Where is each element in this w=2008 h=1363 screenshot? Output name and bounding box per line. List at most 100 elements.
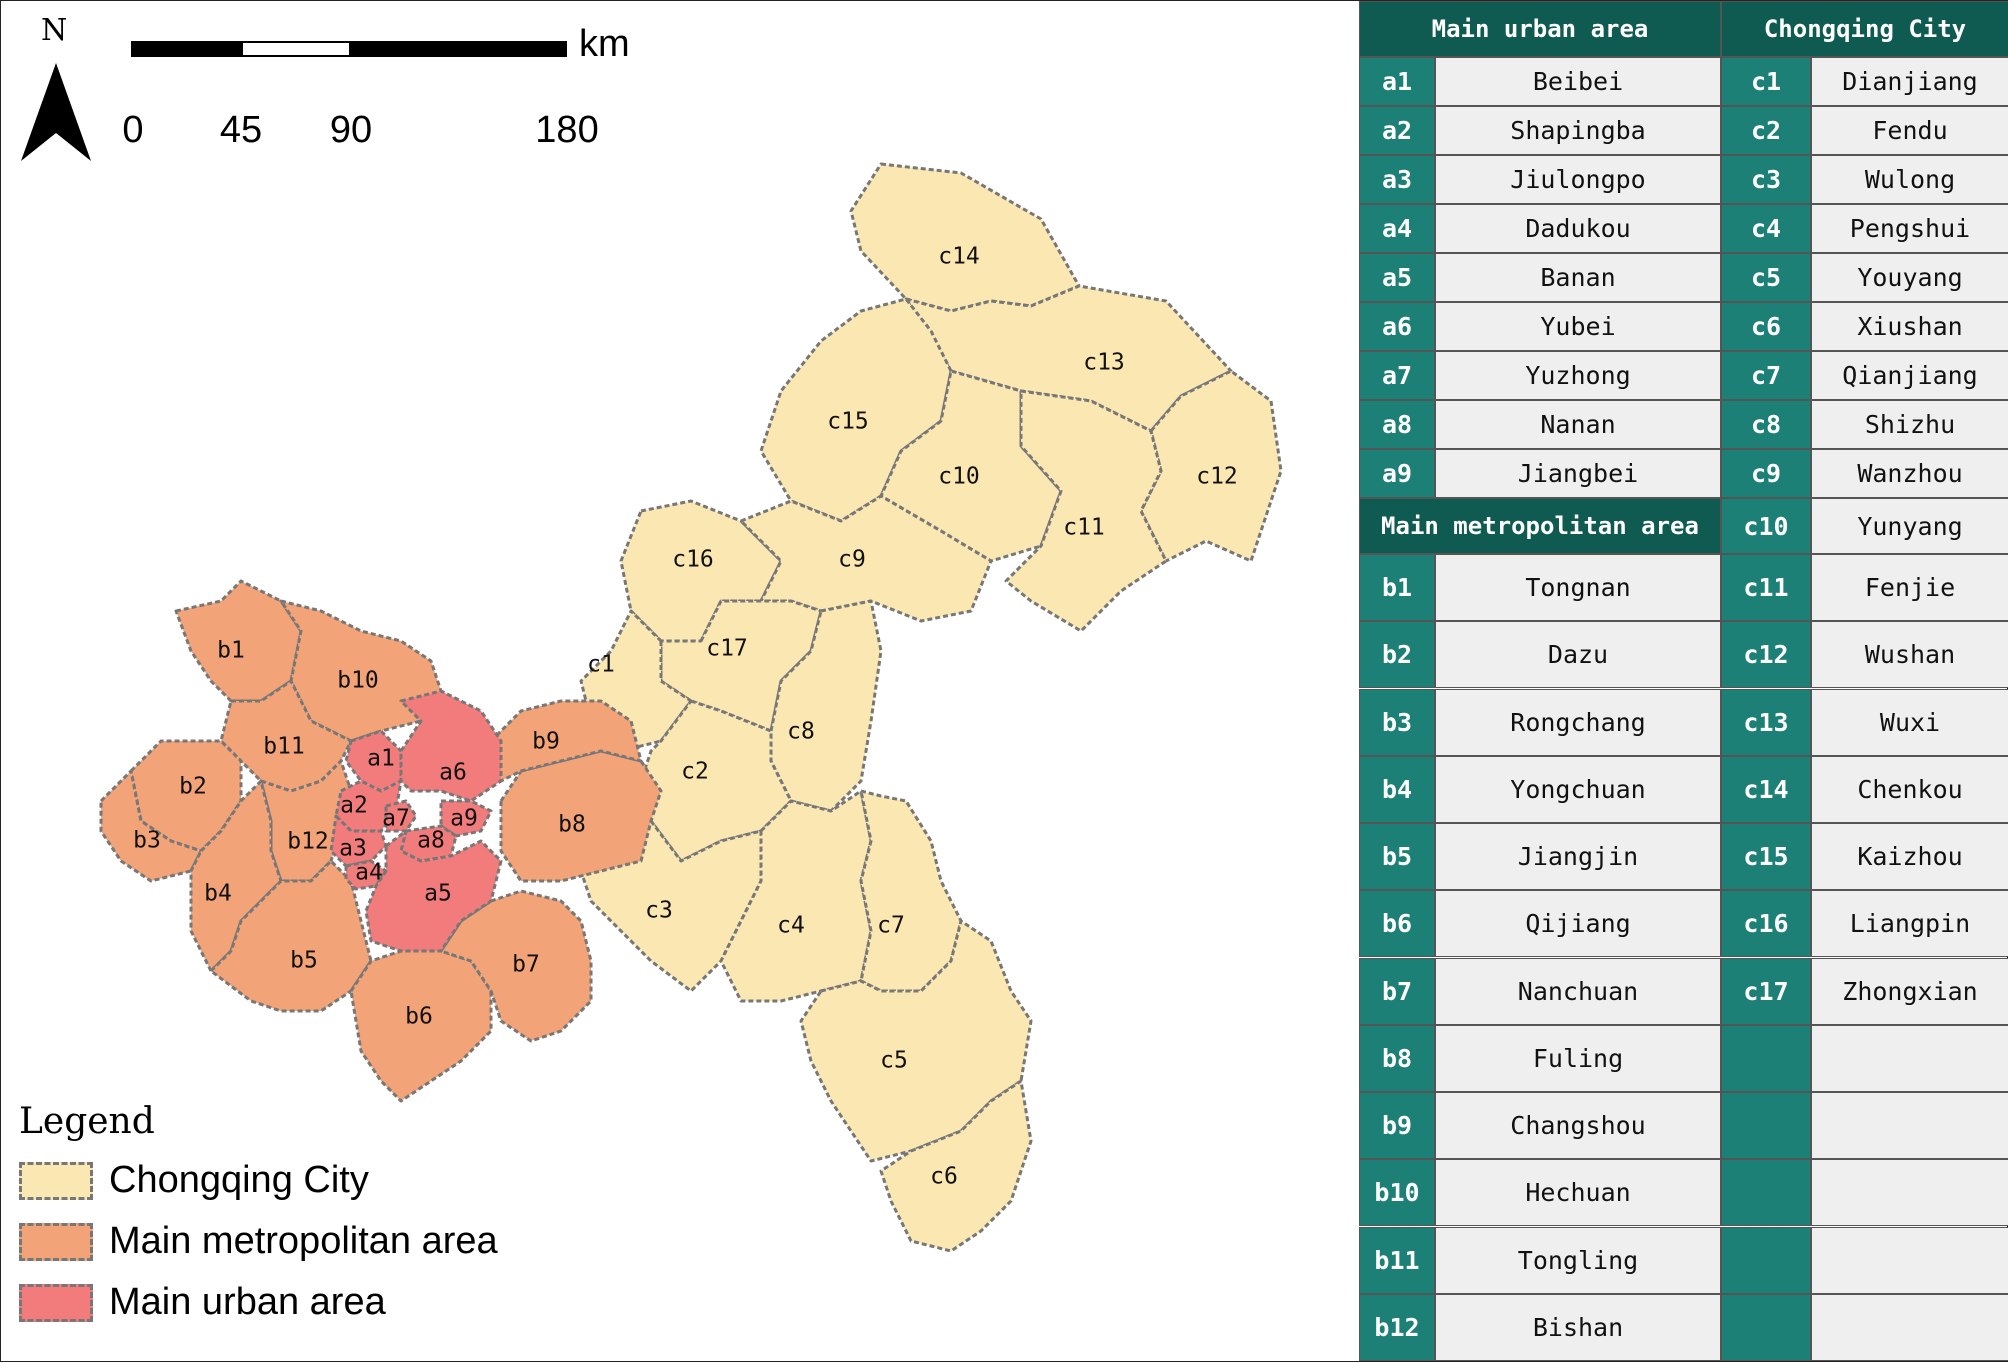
chongqing-name-cell: Wushan	[1811, 621, 2008, 688]
empty-name-cell	[1811, 1025, 2008, 1092]
chongqing-name-cell: Youyang	[1811, 253, 2008, 302]
metropolitan-name-cell: Fuling	[1435, 1025, 1721, 1092]
urban-name-cell: Shapingba	[1435, 106, 1721, 155]
north-label: N	[41, 13, 68, 48]
district-label-c7: c7	[877, 913, 905, 939]
district-label-c8: c8	[787, 719, 815, 745]
district-label-a5: a5	[424, 881, 452, 907]
district-table: Main urban area Chongqing City a1 Beibei a2 S…	[1359, 1, 2008, 1363]
chongqing-name-cell: Shizhu	[1811, 400, 2008, 449]
chongqing-name-cell: Wanzhou	[1811, 449, 2008, 498]
district-label-b3: b3	[133, 828, 161, 854]
scale-tick-label: 45	[219, 109, 263, 151]
scale-tick-label: 90	[329, 109, 373, 151]
district-label-a4: a4	[355, 860, 383, 886]
district-label-c13: c13	[1083, 350, 1125, 376]
urban-id-cell: a9	[1359, 449, 1435, 498]
district-c16	[619, 499, 783, 643]
empty-id-cell	[1721, 1227, 1811, 1294]
urban-header: Main urban area	[1359, 1, 1721, 57]
chongqing-id-cell: c14	[1721, 756, 1811, 823]
district-c15	[759, 297, 953, 523]
legend-label: Main metropolitan area	[109, 1220, 498, 1262]
district-a1	[344, 729, 403, 793]
metropolitan-id-cell: b4	[1359, 756, 1435, 823]
chongqing-id-cell: c12	[1721, 621, 1811, 688]
chongqing-id-cell: c8	[1721, 400, 1811, 449]
chongqing-header: Chongqing City	[1721, 1, 2008, 57]
chongqing-id-cell: c13	[1721, 689, 1811, 756]
district-label-c17: c17	[706, 636, 748, 662]
scale-tick-label: 0	[122, 109, 144, 151]
chongqing-id-cell: c15	[1721, 823, 1811, 890]
chongqing-name-cell: Pengshui	[1811, 204, 2008, 253]
chongqing-id-cell: c1	[1721, 57, 1811, 106]
empty-id-cell	[1721, 1092, 1811, 1159]
legend-item: Chongqing City	[19, 1150, 498, 1211]
chongqing-name-cell: Fendu	[1811, 106, 2008, 155]
district-label-c2: c2	[681, 759, 709, 785]
legend-swatch	[19, 1161, 93, 1200]
district-label-b6: b6	[405, 1004, 433, 1030]
urban-id-cell: a3	[1359, 155, 1435, 204]
urban-id-cell: a7	[1359, 351, 1435, 400]
chongqing-id-cell: c11	[1721, 554, 1811, 621]
district-label-b10: b10	[337, 668, 379, 694]
district-label-c3: c3	[645, 898, 673, 924]
urban-id-cell: a2	[1359, 106, 1435, 155]
chongqing-id-cell: c9	[1721, 449, 1811, 498]
legend-label: Main urban area	[109, 1281, 386, 1323]
district-label-a1: a1	[367, 746, 395, 772]
metropolitan-id-cell: b6	[1359, 890, 1435, 957]
district-c7	[859, 789, 963, 993]
chongqing-id-cell: c7	[1721, 351, 1811, 400]
chongqing-id-cell: c16	[1721, 890, 1811, 957]
district-label-a9: a9	[450, 806, 478, 832]
district-label-c4: c4	[777, 913, 805, 939]
district-label-b4: b4	[204, 881, 232, 907]
empty-id-cell	[1721, 1025, 1811, 1092]
metropolitan-id-cell: b12	[1359, 1294, 1435, 1361]
district-label-c11: c11	[1063, 515, 1105, 541]
legend-item: Main urban area	[19, 1272, 498, 1333]
district-label-b5: b5	[290, 948, 318, 974]
north-arrow-icon	[21, 63, 91, 161]
chongqing-id-cell: c5	[1721, 253, 1811, 302]
district-label-b11: b11	[263, 734, 305, 760]
chongqing-name-cell: Wuxi	[1811, 689, 2008, 756]
district-label-c15: c15	[827, 409, 869, 435]
district-label-b7: b7	[512, 952, 540, 978]
district-b1	[174, 579, 303, 703]
urban-id-cell: a5	[1359, 253, 1435, 302]
district-c5	[799, 919, 1033, 1163]
chongqing-id-cell: c4	[1721, 204, 1811, 253]
district-c11	[1004, 389, 1168, 633]
chongqing-id-cell: c6	[1721, 302, 1811, 351]
metropolitan-name-cell: Hechuan	[1435, 1159, 1721, 1226]
urban-name-cell: Banan	[1435, 253, 1721, 302]
metropolitan-name-cell: Yongchuan	[1435, 756, 1721, 823]
urban-name-cell: Nanan	[1435, 400, 1721, 449]
empty-name-cell	[1811, 1294, 2008, 1361]
metropolitan-name-cell: Bishan	[1435, 1294, 1721, 1361]
scale-unit-label: km	[579, 23, 630, 65]
empty-name-cell	[1811, 1227, 2008, 1294]
empty-name-cell	[1811, 1159, 2008, 1226]
legend-item: Main metropolitan area	[19, 1211, 498, 1272]
district-label-c14: c14	[938, 244, 980, 270]
metropolitan-id-cell: b3	[1359, 689, 1435, 756]
chongqing-id-cell: c3	[1721, 155, 1811, 204]
metropolitan-id-cell: b1	[1359, 554, 1435, 621]
map-panel: a1 a2 a3 a4 a5 a6 a7 a8 a9 b1 b2 b3 b4 b5 b6 b7 b8 b9 b10 b…	[1, 1, 1359, 1361]
urban-name-cell: Beibei	[1435, 57, 1721, 106]
scale-tick-label: 180	[535, 109, 599, 151]
chongqing-name-cell: Fenjie	[1811, 554, 2008, 621]
metropolitan-id-cell: b7	[1359, 958, 1435, 1025]
district-label-c6: c6	[930, 1164, 958, 1190]
urban-id-cell: a4	[1359, 204, 1435, 253]
district-label-a7: a7	[382, 806, 410, 832]
metropolitan-name-cell: Rongchang	[1435, 689, 1721, 756]
district-c6	[879, 1079, 1033, 1253]
metropolitan-id-cell: b8	[1359, 1025, 1435, 1092]
